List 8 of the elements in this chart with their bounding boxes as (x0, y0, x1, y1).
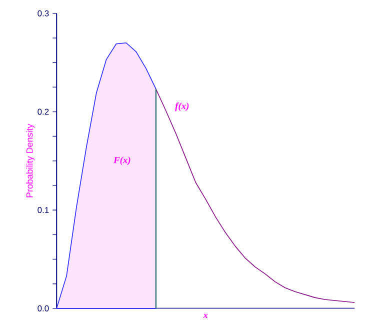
y-axis-title: Probability Density (26, 124, 34, 198)
x-axis-title: x (203, 314, 208, 318)
y-tick-label: 0.1 (38, 207, 49, 214)
annotation: f(x) (175, 102, 189, 112)
y-tick-label: 0.0 (38, 305, 49, 312)
y-tick-label: 0.3 (38, 10, 49, 16)
y-tick-label: 0.2 (38, 108, 49, 115)
annotation: F(x) (113, 156, 130, 166)
